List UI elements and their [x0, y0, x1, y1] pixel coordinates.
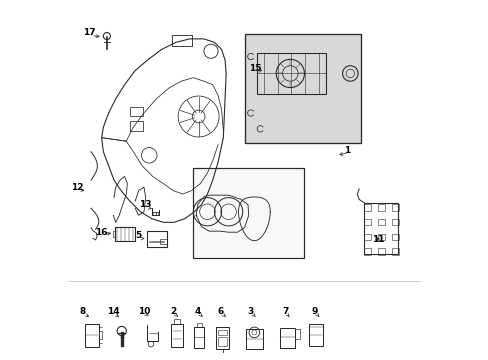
Bar	[279, 328, 295, 347]
Text: 8: 8	[80, 307, 86, 316]
Text: 16: 16	[95, 228, 108, 237]
Bar	[85, 324, 99, 347]
Bar	[363, 248, 370, 255]
Bar	[244, 33, 360, 143]
Text: 15: 15	[248, 64, 261, 73]
Bar	[363, 219, 370, 225]
Bar	[130, 121, 143, 131]
Bar	[113, 231, 115, 237]
Text: 1: 1	[343, 145, 349, 154]
Text: 14: 14	[107, 307, 120, 316]
Text: 10: 10	[138, 307, 150, 316]
Bar	[391, 248, 398, 255]
Bar	[160, 239, 166, 244]
Bar	[256, 53, 325, 94]
Bar	[391, 219, 398, 225]
Bar	[377, 234, 384, 240]
Text: 6: 6	[217, 307, 223, 316]
Text: 5: 5	[135, 231, 142, 240]
Text: 4: 4	[194, 307, 201, 316]
Text: 7: 7	[281, 307, 287, 316]
Text: 3: 3	[247, 307, 253, 316]
Bar	[391, 204, 398, 211]
Bar	[218, 337, 227, 346]
Bar	[218, 330, 227, 335]
Text: 17: 17	[83, 28, 95, 37]
Text: 13: 13	[139, 200, 152, 209]
Bar	[114, 227, 135, 241]
Bar	[172, 35, 191, 46]
Bar	[130, 107, 143, 117]
Bar	[99, 332, 102, 339]
Bar	[364, 203, 397, 254]
Text: 2: 2	[170, 307, 176, 316]
Text: 12: 12	[71, 183, 83, 192]
Bar	[377, 204, 384, 211]
Bar	[196, 323, 202, 328]
Text: 9: 9	[311, 307, 318, 316]
Bar	[153, 212, 155, 215]
Bar	[174, 319, 180, 324]
Bar	[363, 234, 370, 240]
Bar	[295, 329, 299, 339]
Bar	[245, 329, 263, 348]
Bar	[216, 328, 228, 348]
Bar	[156, 212, 158, 215]
Bar	[194, 327, 204, 347]
Bar	[377, 219, 384, 225]
Bar	[377, 248, 384, 255]
Bar	[193, 168, 304, 258]
Bar	[308, 324, 322, 346]
Bar	[363, 204, 370, 211]
Bar	[171, 324, 183, 347]
Bar	[391, 234, 398, 240]
Text: 11: 11	[371, 235, 384, 244]
Bar	[147, 231, 166, 247]
